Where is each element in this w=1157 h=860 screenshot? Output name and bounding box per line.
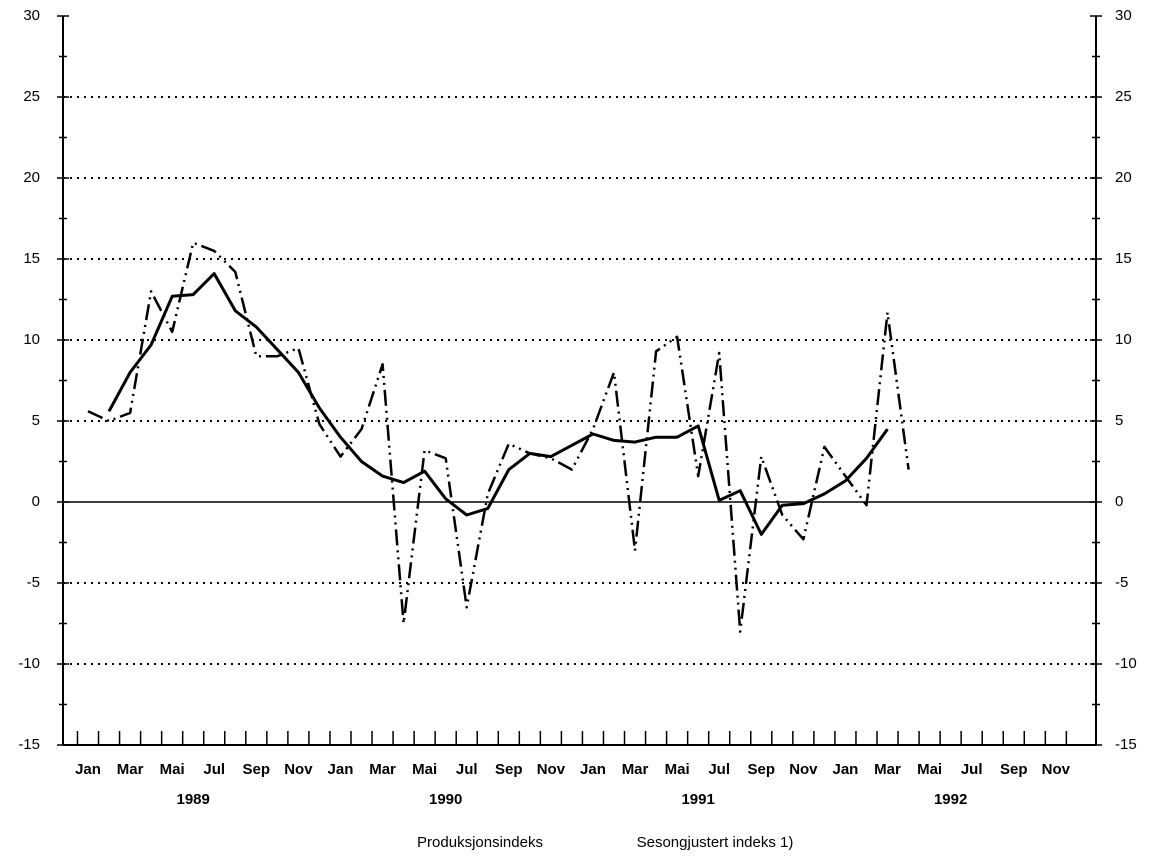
x-tick-label: Nov	[284, 761, 313, 778]
y2-tick-label: 25	[1115, 88, 1132, 105]
series-line	[107, 272, 889, 536]
x-tick-label: Jul	[708, 761, 730, 778]
x-tick-label: Sep	[243, 761, 271, 778]
y-tick-label: -15	[18, 736, 40, 753]
series-line	[87, 241, 910, 633]
y2-tick-label: 15	[1115, 250, 1132, 267]
legend-label: Sesongjustert indeks 1)	[637, 834, 794, 851]
y2-tick-label: 10	[1115, 331, 1132, 348]
x-tick-label: Nov	[537, 761, 566, 778]
y-tick-label: -5	[27, 574, 40, 591]
x-tick-label: Mai	[917, 761, 942, 778]
year-label: 1990	[429, 791, 462, 808]
x-tick-label: Sep	[1000, 761, 1028, 778]
y-tick-label: 30	[23, 7, 40, 24]
x-tick-label: Mai	[160, 761, 185, 778]
x-tick-label: Mar	[369, 761, 396, 778]
y-tick-label: 25	[23, 88, 40, 105]
x-tick-label: Mai	[412, 761, 437, 778]
x-tick-label: Jul	[456, 761, 478, 778]
year-label: 1991	[681, 791, 714, 808]
x-tick-label: Mar	[117, 761, 144, 778]
y-tick-label: 10	[23, 331, 40, 348]
y-tick-label: 15	[23, 250, 40, 267]
y2-tick-label: -5	[1115, 574, 1128, 591]
x-tick-label: Mai	[665, 761, 690, 778]
x-tick-label: Jan	[75, 761, 101, 778]
y2-tick-label: 0	[1115, 493, 1123, 510]
y-tick-label: 20	[23, 169, 40, 186]
x-tick-label: Jan	[833, 761, 859, 778]
y2-tick-label: 30	[1115, 7, 1132, 24]
y-tick-label: 0	[32, 493, 40, 510]
x-tick-label: Jan	[580, 761, 606, 778]
x-tick-label: Mar	[874, 761, 901, 778]
x-tick-label: Jan	[328, 761, 354, 778]
x-tick-label: Sep	[495, 761, 523, 778]
x-tick-label: Mar	[622, 761, 649, 778]
y2-tick-label: 20	[1115, 169, 1132, 186]
y-tick-label: -10	[18, 655, 40, 672]
y2-tick-label: 5	[1115, 412, 1123, 429]
x-tick-label: Nov	[1042, 761, 1071, 778]
y2-tick-label: -15	[1115, 736, 1137, 753]
y-tick-label: 5	[32, 412, 40, 429]
legend-label: Produksjonsindeks	[417, 834, 543, 851]
year-label: 1989	[177, 791, 210, 808]
x-tick-label: Jul	[961, 761, 983, 778]
x-tick-label: Nov	[789, 761, 818, 778]
x-tick-label: Jul	[203, 761, 225, 778]
y2-tick-label: -10	[1115, 655, 1137, 672]
year-label: 1992	[934, 791, 967, 808]
x-tick-label: Sep	[748, 761, 776, 778]
